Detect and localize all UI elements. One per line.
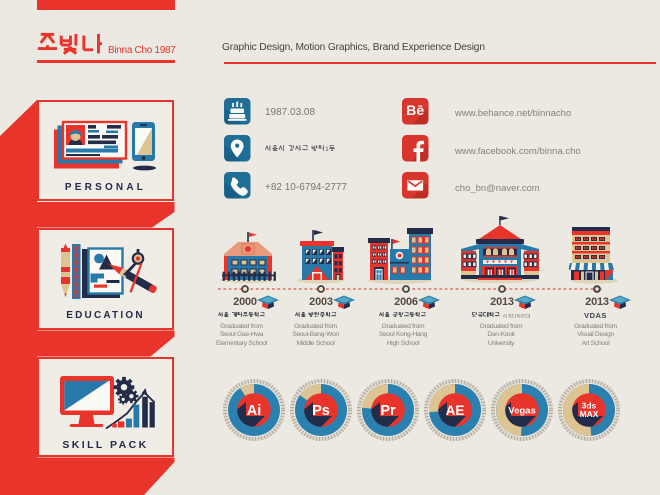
- svg-text:1: 1: [325, 146, 329, 152]
- svg-text:Ai: Ai: [247, 403, 262, 419]
- svg-text:MAX: MAX: [580, 409, 599, 419]
- svg-text:3ds: 3ds: [582, 400, 597, 410]
- svg-text:AE: AE: [446, 402, 465, 417]
- svg-text:Vegas: Vegas: [508, 405, 535, 416]
- svg-text:Ps: Ps: [312, 403, 330, 419]
- svg-text:Pr: Pr: [380, 403, 396, 419]
